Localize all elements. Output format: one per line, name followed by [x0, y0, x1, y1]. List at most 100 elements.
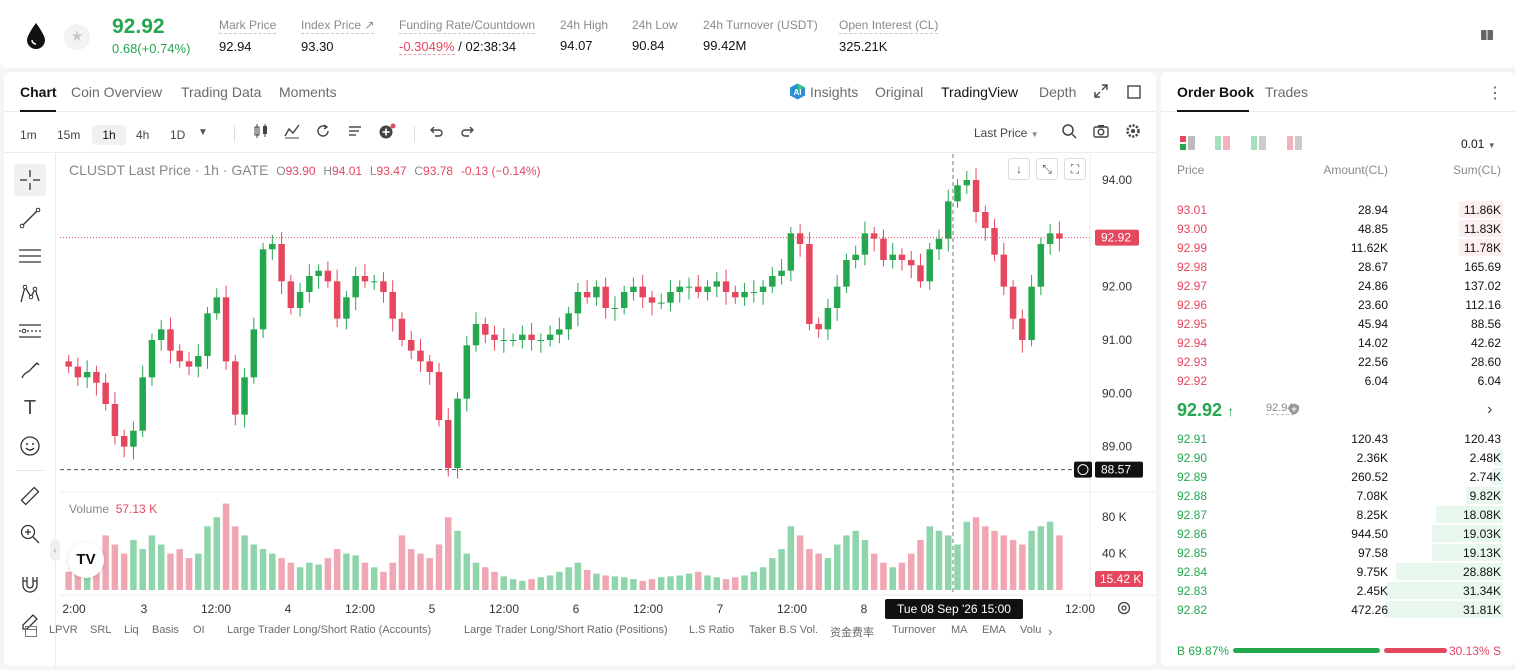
expand-icon[interactable] — [1094, 84, 1108, 98]
time-tick: 4 — [285, 602, 292, 616]
zoom-in-icon[interactable] — [14, 518, 46, 550]
replay-icon[interactable] — [314, 122, 332, 140]
axis-settings-icon[interactable] — [1116, 600, 1132, 616]
crosshair-icon[interactable] — [14, 164, 46, 196]
indicator-ls-ratio[interactable]: L.S Ratio — [689, 624, 735, 636]
chevron-right-icon[interactable]: › — [1048, 624, 1053, 639]
chevron-down-icon[interactable]: ▼ — [198, 127, 208, 138]
candle-type-icon[interactable] — [252, 122, 270, 140]
tab-tradingview[interactable]: TradingView — [941, 84, 1019, 100]
ask-row[interactable]: 93.00 48.85 11.83K — [1161, 219, 1515, 238]
tab-moments[interactable]: Moments — [279, 84, 337, 100]
templates-icon[interactable] — [346, 122, 364, 140]
ask-row[interactable]: 92.93 22.56 28.60 — [1161, 352, 1515, 371]
view-both-icon[interactable] — [1179, 135, 1196, 151]
ask-row[interactable]: 92.92 6.04 6.04 — [1161, 371, 1515, 390]
bid-row[interactable]: 92.89 260.52 2.74K — [1161, 467, 1515, 486]
indicator-ema[interactable]: EMA — [982, 624, 1006, 636]
timeframe-4h[interactable]: 4h — [136, 128, 150, 142]
ruler-icon[interactable] — [14, 480, 46, 512]
price-tick: 91.00 — [1102, 333, 1132, 347]
indicator-liq[interactable]: Liq — [124, 624, 139, 636]
timeframe-1d[interactable]: 1D — [170, 128, 186, 142]
tab-coin-overview[interactable]: Coin Overview — [71, 84, 163, 100]
fib-retracement-icon[interactable] — [14, 316, 46, 348]
search-icon[interactable] — [1060, 122, 1078, 140]
bid-row[interactable]: 92.85 97.58 19.13K — [1161, 543, 1515, 562]
indicator-lpvr[interactable]: LPVR — [49, 624, 78, 636]
bid-row[interactable]: 92.90 2.36K 2.48K — [1161, 448, 1515, 467]
calendar-icon[interactable] — [24, 624, 38, 638]
trend-line-icon[interactable] — [14, 202, 46, 234]
stat-label[interactable]: Funding Rate/Countdown — [399, 18, 536, 34]
tab-trades[interactable]: Trades — [1265, 84, 1309, 100]
gear-icon[interactable] — [1124, 122, 1142, 140]
indicator-turnover[interactable]: Turnover — [892, 624, 936, 636]
tab-insights[interactable]: Insights — [810, 84, 859, 100]
ask-row[interactable]: 92.97 24.86 137.02 — [1161, 276, 1515, 295]
timeframe-1m[interactable]: 1m — [20, 128, 37, 142]
timeframe-15m[interactable]: 15m — [57, 128, 81, 142]
text-tool-icon[interactable]: T — [23, 396, 37, 419]
collapse-toolbar-icon[interactable]: ‹ — [50, 539, 60, 561]
window-icon[interactable] — [1127, 85, 1141, 99]
ask-row[interactable]: 93.01 28.94 11.86K — [1161, 200, 1515, 219]
chevron-right-icon[interactable]: › — [1487, 401, 1493, 418]
ask-row[interactable]: 92.95 45.94 88.56 — [1161, 314, 1515, 333]
indicator-ltlsr-accounts[interactable]: Large Trader Long/Short Ratio (Accounts) — [227, 624, 432, 636]
view-bids-icon[interactable] — [1250, 135, 1267, 151]
emoji-icon[interactable] — [14, 430, 46, 462]
row-sum: 31.81K — [1462, 603, 1501, 617]
brush-icon[interactable] — [14, 354, 46, 386]
pattern-icon[interactable] — [14, 278, 46, 310]
more-icon[interactable]: ⋮ — [1487, 85, 1503, 102]
collapse-icon[interactable]: ⤡ — [1036, 158, 1058, 180]
ask-row[interactable]: 92.98 28.67 165.69 — [1161, 257, 1515, 276]
ask-row[interactable]: 92.99 11.62K 11.78K — [1161, 238, 1515, 257]
redo-icon[interactable] — [459, 122, 477, 140]
bid-row[interactable]: 92.84 9.75K 28.88K — [1161, 562, 1515, 581]
tab-trading-data[interactable]: Trading Data — [181, 84, 262, 100]
horizontal-lines-icon[interactable] — [14, 240, 46, 272]
indicator-srl[interactable]: SRL — [90, 624, 112, 636]
indicator-basis[interactable]: Basis — [152, 624, 179, 636]
undo-icon[interactable] — [427, 122, 445, 140]
bid-row[interactable]: 92.91 120.43 120.43 — [1161, 429, 1515, 448]
indicator-funding-rate[interactable]: 资金费率 — [830, 627, 874, 639]
indicator-oi[interactable]: OI — [193, 624, 205, 636]
bid-row[interactable]: 92.87 8.25K 18.08K — [1161, 505, 1515, 524]
timeframe-1h[interactable]: 1h — [92, 125, 126, 145]
tab-depth[interactable]: Depth — [1039, 84, 1077, 100]
tick-size-select[interactable]: 0.01 ▼ — [1461, 137, 1496, 151]
camera-icon[interactable] — [1092, 122, 1110, 140]
stat-label[interactable]: Open Interest (CL) — [839, 18, 939, 34]
mid-price[interactable]: 92.92 ↑ — [1177, 400, 1234, 421]
bid-row[interactable]: 92.82 472.26 31.81K — [1161, 600, 1515, 619]
indicator-taker-bs-vol[interactable]: Taker B.S Vol. — [749, 624, 819, 636]
indicator-ma[interactable]: MA — [951, 624, 968, 636]
fullscreen-icon[interactable]: ⛶ — [1064, 158, 1086, 180]
ask-row[interactable]: 92.94 14.02 42.62 — [1161, 333, 1515, 352]
stat-label[interactable]: Mark Price — [219, 18, 277, 34]
arrow-down-icon[interactable]: ↓ — [1008, 158, 1030, 180]
tab-chart[interactable]: Chart — [20, 84, 57, 100]
book-icon[interactable] — [1480, 28, 1494, 42]
view-both-alt-icon[interactable] — [1214, 135, 1231, 151]
bid-row[interactable]: 92.88 7.08K 9.82K — [1161, 486, 1515, 505]
stat-label[interactable]: Index Price ↗ — [301, 18, 375, 34]
price-source-select[interactable]: Last Price ▼ — [974, 126, 1039, 140]
ask-row[interactable]: 92.96 23.60 112.16 — [1161, 295, 1515, 314]
favorite-star-icon[interactable]: ★ — [64, 24, 90, 50]
price-chart[interactable]: 94.00 92.00 91.00 90.00 89.00 92.92 88.57 80 K 4… — [60, 154, 1156, 620]
tab-order-book[interactable]: Order Book — [1177, 84, 1255, 100]
indicator-ltlsr-positions[interactable]: Large Trader Long/Short Ratio (Positions… — [464, 624, 668, 636]
add-alert-icon[interactable] — [378, 122, 396, 140]
indicator-volume[interactable]: Volu — [1020, 624, 1042, 636]
indicators-icon[interactable] — [283, 122, 301, 140]
add-order-icon[interactable] — [1074, 461, 1092, 478]
tab-original[interactable]: Original — [875, 84, 924, 100]
bid-row[interactable]: 92.83 2.45K 31.34K — [1161, 581, 1515, 600]
view-asks-icon[interactable] — [1286, 135, 1303, 151]
magnet-icon[interactable] — [14, 568, 46, 600]
bid-row[interactable]: 92.86 944.50 19.03K — [1161, 524, 1515, 543]
